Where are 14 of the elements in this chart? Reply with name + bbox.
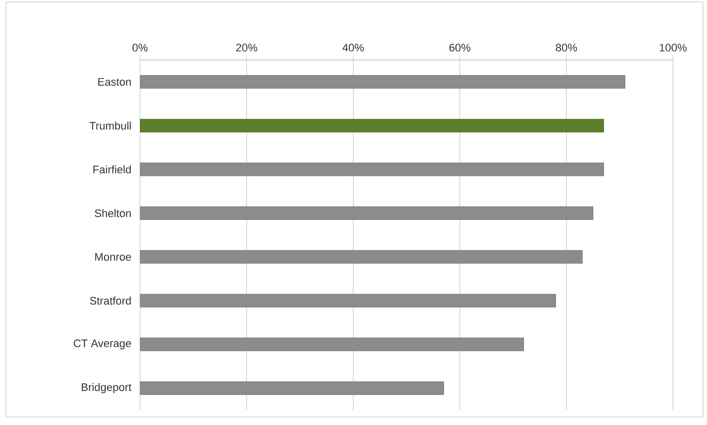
- y-tick-label: Shelton: [94, 209, 131, 218]
- y-tick-label: Trumbull: [90, 122, 131, 130]
- y-tick-label: Monroe: [95, 253, 131, 261]
- x-tick-label: 0%: [132, 44, 148, 52]
- y-tick-label: Easton: [98, 78, 131, 86]
- y-tick-label: Fairfield: [93, 165, 131, 174]
- y-tick-label: CT Average: [74, 339, 131, 350]
- x-tick-label: 60%: [449, 44, 470, 52]
- x-tick-label: 40%: [342, 44, 364, 52]
- y-tick-label: Bridgeport: [82, 383, 132, 394]
- x-tick-label: 80%: [556, 44, 577, 52]
- x-tick-label: 20%: [236, 44, 258, 52]
- y-tick-label: Stratford: [90, 296, 131, 305]
- x-tick-label: 100%: [660, 44, 687, 52]
